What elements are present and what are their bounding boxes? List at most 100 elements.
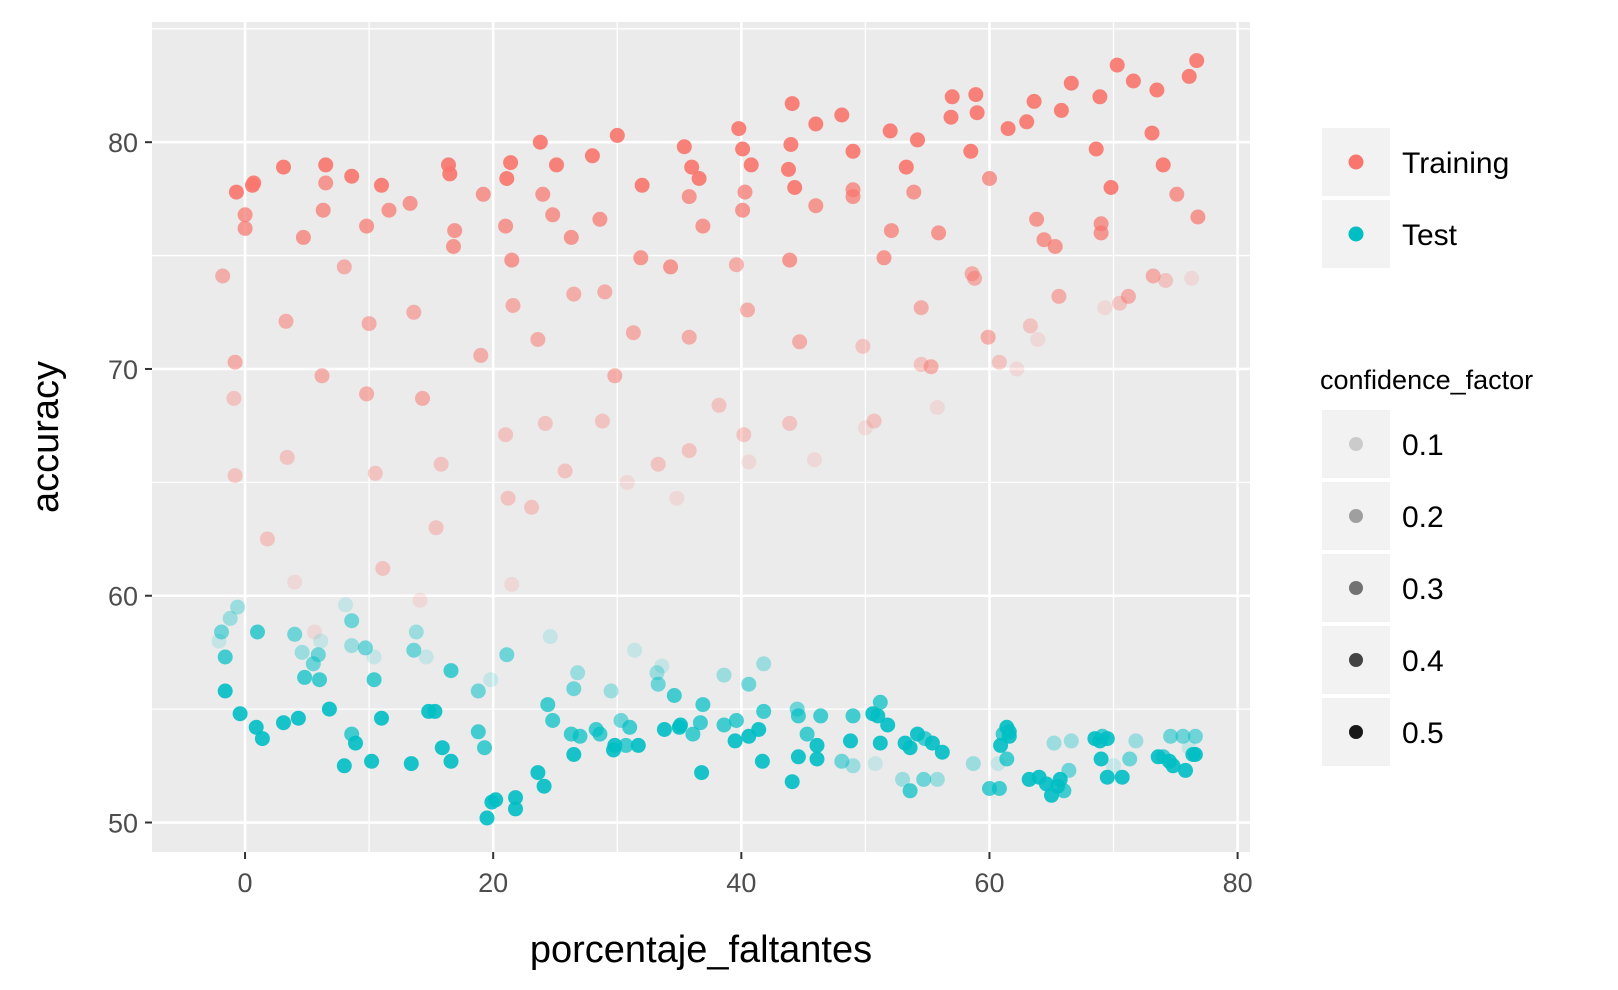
point-test: [1039, 776, 1054, 792]
point-training: [428, 520, 444, 536]
color-legend: Training Test: [1322, 128, 1509, 268]
point-training: [315, 202, 331, 218]
point-test: [843, 733, 858, 749]
point-test: [650, 676, 666, 692]
point-test: [418, 649, 434, 665]
point-training: [929, 400, 945, 415]
point-training: [1155, 157, 1171, 173]
point-training: [415, 390, 430, 406]
point-training: [584, 148, 600, 164]
point-test: [230, 599, 246, 615]
alpha-legend-label: 0.3: [1402, 573, 1444, 606]
point-test: [929, 771, 945, 787]
point-training: [1030, 332, 1046, 347]
point-training: [537, 415, 553, 431]
point-test: [336, 758, 352, 774]
point-training: [681, 189, 697, 205]
alpha-legend-label: 0.1: [1402, 429, 1444, 462]
point-training: [728, 257, 744, 273]
point-training: [845, 189, 861, 205]
point-training: [944, 89, 960, 105]
point-test: [366, 649, 382, 665]
point-test: [895, 771, 911, 787]
point-test: [1178, 762, 1193, 778]
point-test: [344, 638, 360, 654]
legend-label-training: Training: [1402, 147, 1509, 180]
point-training: [530, 332, 546, 347]
point-training: [433, 456, 449, 472]
alpha-legend-label: 0.2: [1402, 501, 1444, 534]
point-training: [524, 499, 540, 515]
point-training: [503, 155, 519, 171]
point-training: [866, 413, 882, 429]
point-training: [566, 286, 582, 302]
point-training: [876, 250, 892, 266]
point-test: [1061, 762, 1077, 778]
point-training: [740, 302, 755, 318]
point-training: [374, 177, 389, 193]
point-training: [913, 300, 929, 316]
point-test: [870, 708, 886, 724]
point-test: [592, 726, 608, 742]
point-training: [906, 184, 922, 200]
point-training: [1103, 180, 1119, 195]
point-test: [321, 701, 337, 717]
point-test: [217, 683, 233, 699]
point-training: [367, 465, 383, 481]
point-test: [290, 710, 306, 726]
point-test: [254, 731, 270, 747]
point-test: [572, 728, 588, 744]
point-test: [845, 758, 861, 774]
y-axis-title: accuracy: [25, 361, 67, 513]
x-tick-label: 0: [238, 868, 253, 898]
point-test: [790, 749, 806, 765]
point-training: [807, 452, 822, 468]
point-test: [276, 715, 291, 731]
point-test: [728, 713, 744, 728]
point-training: [784, 96, 800, 112]
point-test: [756, 656, 772, 672]
point-training: [982, 171, 997, 186]
point-training: [1088, 141, 1104, 157]
point-test: [867, 756, 883, 772]
point-training: [1029, 211, 1045, 227]
point-test: [1046, 735, 1062, 751]
point-test: [924, 735, 940, 751]
point-test: [313, 633, 329, 649]
point-test: [403, 756, 419, 772]
point-test: [477, 740, 492, 756]
point-training: [1158, 273, 1174, 288]
point-test: [809, 737, 825, 753]
point-test: [248, 719, 264, 735]
point-test: [540, 697, 556, 713]
point-test: [545, 713, 561, 728]
point-training: [781, 161, 796, 177]
point-test: [809, 751, 825, 767]
point-test: [1099, 731, 1115, 747]
x-tick-label: 80: [1223, 868, 1253, 898]
point-test: [630, 737, 646, 753]
point-training: [681, 443, 697, 459]
point-training: [1145, 268, 1161, 284]
point-test: [916, 771, 932, 787]
point-test: [834, 753, 850, 769]
point-test: [649, 665, 665, 681]
point-training: [1120, 288, 1136, 304]
point-training: [278, 313, 294, 329]
point-training: [1109, 57, 1125, 73]
point-test: [1165, 758, 1181, 774]
point-test: [312, 672, 327, 688]
point-training: [499, 171, 515, 186]
point-test: [499, 647, 515, 663]
point-training: [910, 132, 925, 148]
point-training: [1063, 75, 1079, 91]
point-test: [338, 597, 353, 613]
point-training: [943, 109, 959, 125]
point-test: [1114, 769, 1130, 785]
point-test: [443, 663, 459, 679]
point-test: [434, 740, 450, 756]
point-training: [381, 202, 397, 218]
point-training: [1097, 300, 1113, 316]
major-gridlines: [152, 22, 1250, 852]
